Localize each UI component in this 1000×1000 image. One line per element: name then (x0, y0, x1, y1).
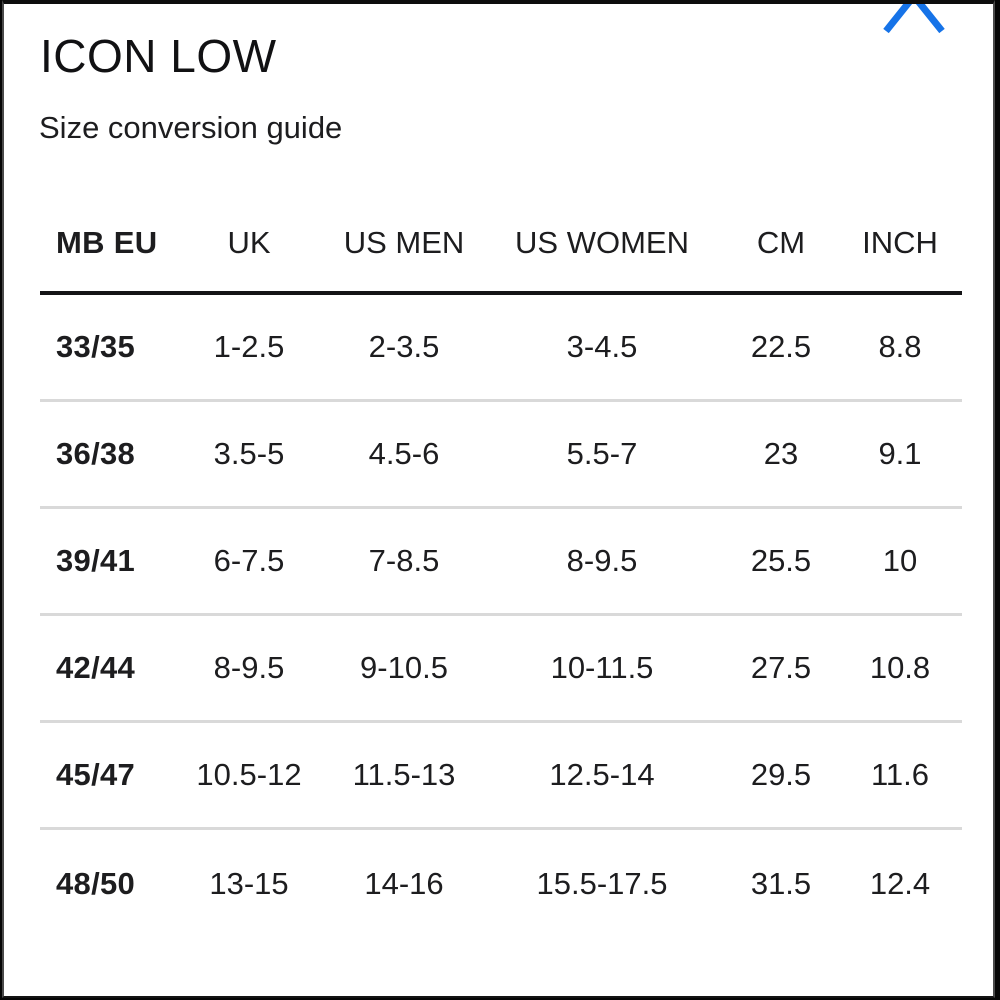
cell-us-women: 15.5-17.5 (536, 865, 668, 901)
cell-us-men: 9-10.5 (360, 650, 448, 685)
cell-us-women: 8-9.5 (566, 543, 638, 578)
cell-us-men: 2-3.5 (368, 329, 440, 364)
column-header-inch: INCH (862, 225, 938, 260)
chevron-up-icon (883, 4, 945, 34)
cell-inch: 10 (882, 543, 918, 578)
table-row: 48/50 13-15 14-16 15.5-17.5 31.5 12.4 (40, 830, 962, 937)
column-header-us-women: US WOMEN (515, 225, 689, 260)
cell-inch: 10.8 (869, 650, 931, 685)
cell-uk: 8-9.5 (213, 650, 285, 685)
table-row: 39/41 6-7.5 7-8.5 8-9.5 25.5 10 (40, 509, 962, 616)
cell-cm: 22.5 (750, 329, 812, 364)
column-header-us-men: US MEN (343, 225, 465, 260)
cell-us-women: 12.5-14 (549, 757, 655, 792)
cell-cm: 31.5 (750, 865, 812, 901)
cell-uk: 6-7.5 (213, 543, 285, 578)
cell-mb-eu: 39/41 (56, 543, 136, 578)
cell-inch: 12.4 (869, 865, 931, 901)
cell-us-men: 11.5-13 (352, 757, 456, 792)
table-row: 42/44 8-9.5 9-10.5 10-11.5 27.5 10.8 (40, 616, 962, 723)
page-title: ICON LOW (40, 30, 277, 82)
table-row: 33/35 1-2.5 2-3.5 3-4.5 22.5 8.8 (40, 295, 962, 402)
table-row: 36/38 3.5-5 4.5-6 5.5-7 23 9.1 (40, 402, 962, 509)
table-row: 45/47 10.5-12 11.5-13 12.5-14 29.5 11.6 (40, 723, 962, 830)
column-header-uk: UK (227, 225, 271, 260)
cell-mb-eu: 48/50 (56, 865, 136, 901)
collapse-section-button[interactable] (882, 4, 946, 35)
cell-inch: 11.6 (870, 757, 930, 792)
cell-us-men: 4.5-6 (368, 436, 440, 471)
cell-inch: 9.1 (878, 436, 922, 471)
cell-mb-eu: 36/38 (56, 436, 136, 471)
cell-mb-eu: 42/44 (56, 650, 136, 685)
cell-uk: 1-2.5 (213, 329, 285, 364)
cell-mb-eu: 33/35 (56, 329, 136, 364)
column-header-cm: CM (756, 225, 806, 260)
cell-cm: 29.5 (750, 757, 812, 792)
cell-uk: 10.5-12 (196, 757, 302, 792)
cell-us-men: 7-8.5 (368, 543, 440, 578)
cell-mb-eu: 45/47 (56, 757, 136, 792)
cell-us-men: 14-16 (364, 865, 444, 901)
table-header-row: MB EU UK US MEN US WOMEN CM INCH (40, 195, 962, 295)
size-conversion-table: MB EU UK US MEN US WOMEN CM INCH 33/35 1… (40, 195, 962, 937)
cell-us-women: 10-11.5 (550, 650, 654, 685)
cell-cm: 23 (763, 436, 799, 471)
column-header-mb-eu: MB EU (56, 225, 158, 260)
cell-uk: 3.5-5 (213, 436, 285, 471)
cell-uk: 13-15 (209, 865, 289, 901)
size-guide-subtitle: Size conversion guide (39, 110, 343, 145)
cell-us-women: 3-4.5 (566, 329, 638, 364)
cell-inch: 8.8 (878, 329, 922, 364)
cell-cm: 27.5 (750, 650, 812, 685)
cell-cm: 25.5 (750, 543, 812, 578)
cell-us-women: 5.5-7 (566, 436, 638, 471)
